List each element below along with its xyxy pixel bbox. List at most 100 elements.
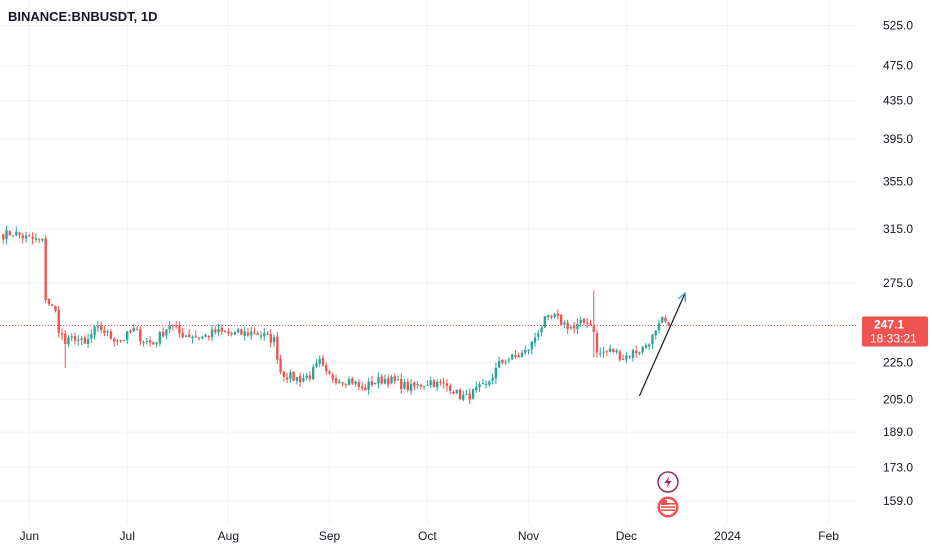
candle-body xyxy=(387,378,390,385)
time-scale[interactable]: Jun Jul Aug Sep Oct Nov Dec 2024 Feb xyxy=(20,529,840,543)
candle-body xyxy=(563,322,566,325)
candle-body xyxy=(452,391,455,394)
candle-body xyxy=(403,381,406,389)
candle-body xyxy=(191,336,194,339)
candle-body xyxy=(155,342,158,345)
candle xyxy=(367,377,370,395)
candle xyxy=(263,328,266,341)
candle xyxy=(608,344,612,353)
candle-body xyxy=(533,337,537,343)
candle xyxy=(210,324,214,342)
candle xyxy=(15,226,18,237)
candle-body xyxy=(51,304,54,306)
candle-body xyxy=(204,334,207,337)
candle xyxy=(396,375,400,381)
candle-body xyxy=(494,367,498,379)
last-price-badge: 247.1 18:33:21 xyxy=(862,316,928,347)
candle xyxy=(625,352,628,364)
candle-body xyxy=(230,333,233,335)
candle-body xyxy=(103,330,106,334)
candle-body xyxy=(142,342,145,344)
candle-body xyxy=(442,382,445,384)
candle-body xyxy=(227,331,230,334)
candle xyxy=(634,345,638,359)
candle xyxy=(524,345,527,356)
candle xyxy=(116,338,119,346)
candle xyxy=(148,336,152,347)
candle-body xyxy=(197,337,201,339)
candle-body xyxy=(390,376,393,384)
y-tick-label: 205.0 xyxy=(883,393,913,407)
x-tick-label: Dec xyxy=(616,529,637,543)
candle xyxy=(494,362,498,385)
candle-body xyxy=(116,340,119,342)
candle xyxy=(174,321,178,329)
candle-body xyxy=(393,376,396,381)
candle-body xyxy=(318,359,321,364)
candle xyxy=(520,349,524,358)
candle-body xyxy=(214,329,217,333)
price-scale[interactable]: 525.0 475.0 435.0 395.0 355.0 315.0 275.0 225.0… xyxy=(883,19,913,508)
candle-body xyxy=(504,361,507,363)
y-tick-label: 525.0 xyxy=(883,19,913,33)
candle xyxy=(132,324,135,333)
candle xyxy=(155,341,158,348)
candle xyxy=(204,333,207,338)
candle xyxy=(599,347,602,358)
candle-body xyxy=(135,329,139,331)
candle xyxy=(194,330,197,339)
candle xyxy=(321,354,325,368)
candle xyxy=(527,349,530,355)
candle xyxy=(99,321,103,334)
candle-body xyxy=(83,337,86,344)
candle-body xyxy=(641,347,644,353)
last-price-value: 247.1 xyxy=(874,317,904,331)
candle xyxy=(122,339,126,341)
candle xyxy=(517,352,520,358)
candle-body xyxy=(625,355,628,360)
candle xyxy=(530,340,533,355)
symbol-title: BINANCE:BNBUSDT, 1D xyxy=(8,9,158,24)
candle-body xyxy=(527,349,530,351)
candle xyxy=(638,351,641,356)
y-tick-label: 275.0 xyxy=(883,276,913,290)
candle xyxy=(661,316,664,324)
candle-body xyxy=(497,360,501,368)
candle-body xyxy=(406,381,409,391)
candle-body xyxy=(419,384,423,387)
candle xyxy=(188,329,191,338)
candle-body xyxy=(364,387,367,391)
candle xyxy=(341,381,344,387)
candle-body xyxy=(57,310,60,334)
candle-body xyxy=(439,381,442,384)
candle-body xyxy=(429,380,432,386)
candle xyxy=(615,348,618,355)
candle-body xyxy=(396,379,400,381)
candle-body xyxy=(113,338,116,342)
candle xyxy=(455,389,458,395)
candle-body xyxy=(553,314,556,318)
candle xyxy=(60,328,64,340)
y-tick-label: 435.0 xyxy=(883,93,913,107)
candle-body xyxy=(569,327,573,329)
candle xyxy=(628,355,631,360)
candle xyxy=(644,343,648,349)
candle-body xyxy=(426,384,429,386)
candle xyxy=(103,325,106,337)
candle-body xyxy=(34,238,38,240)
candle-body xyxy=(445,383,449,386)
candle xyxy=(413,380,416,391)
candle xyxy=(243,326,246,341)
candle xyxy=(70,333,73,342)
candle-body xyxy=(41,238,44,241)
candle xyxy=(344,383,347,389)
candle xyxy=(246,328,250,338)
candle xyxy=(543,316,546,329)
candle xyxy=(67,335,70,348)
us-flag-icon[interactable] xyxy=(657,496,679,518)
candle xyxy=(605,350,608,356)
lightning-icon[interactable] xyxy=(657,471,679,493)
candle-body xyxy=(432,380,436,387)
